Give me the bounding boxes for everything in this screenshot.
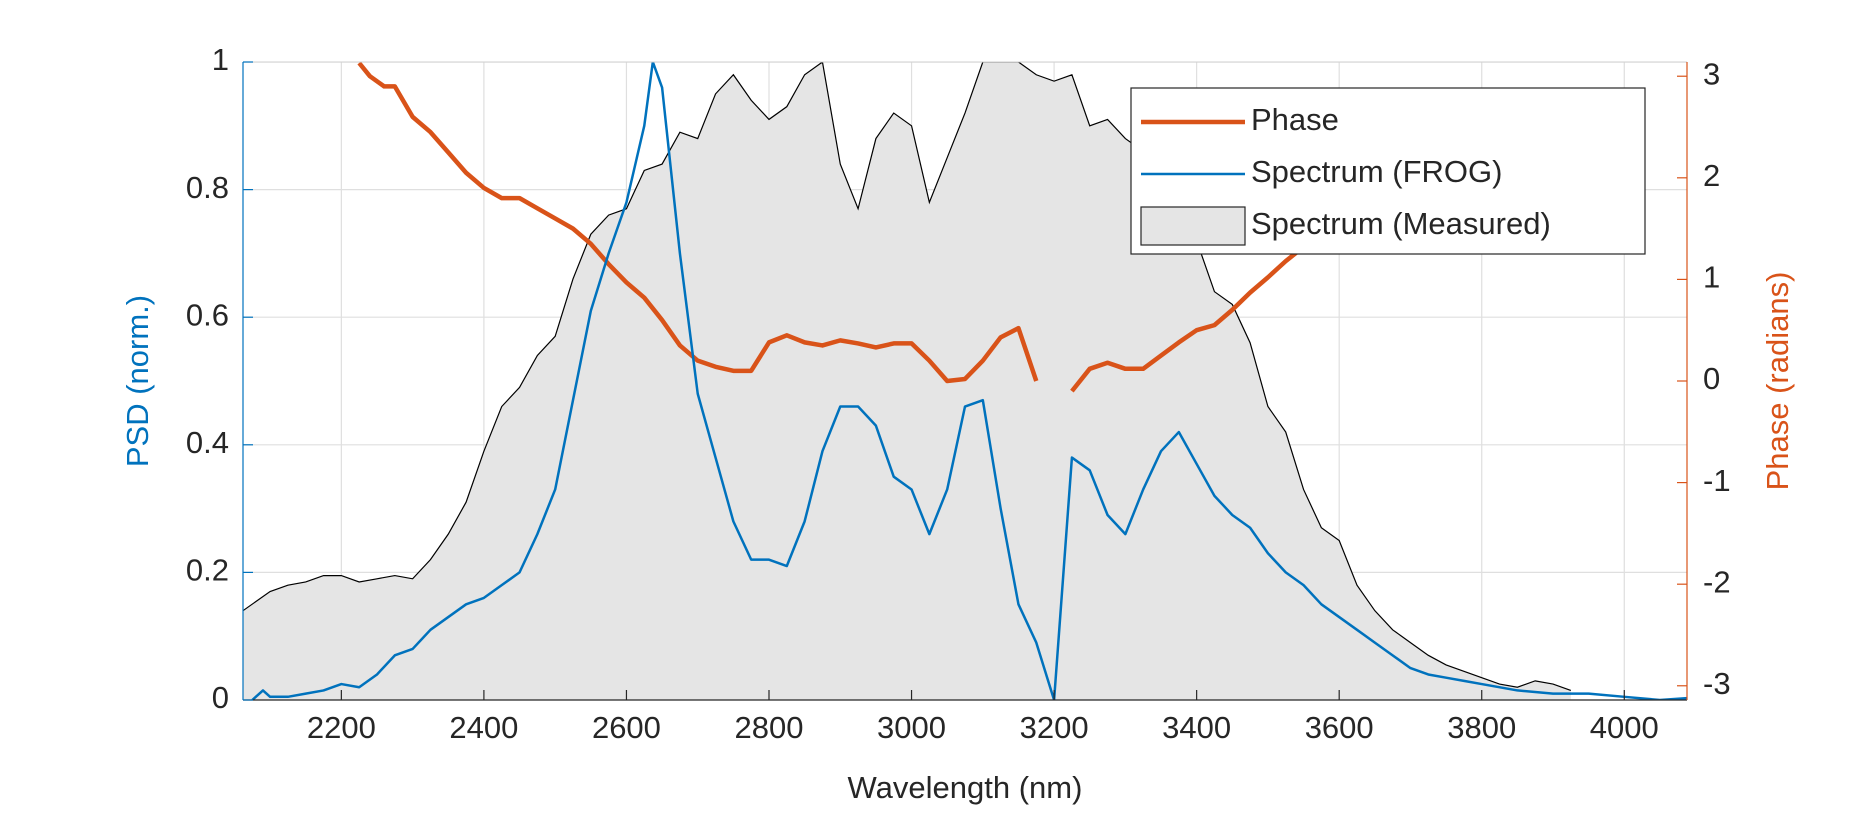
legend-swatch bbox=[1140, 206, 1246, 246]
y2-tick-label: 3 bbox=[1703, 56, 1720, 91]
series-outline bbox=[243, 62, 1572, 691]
x-axis-label: Wavelength (nm) bbox=[848, 770, 1083, 805]
x-tick-label: 2400 bbox=[449, 710, 518, 745]
y2-tick-label: -2 bbox=[1703, 564, 1731, 599]
y-tick-label: 0.8 bbox=[186, 170, 229, 205]
y-tick-label: 1 bbox=[212, 42, 229, 77]
y2-tick-label: 1 bbox=[1703, 260, 1720, 295]
x-tick-label: 3000 bbox=[877, 710, 946, 745]
series-area bbox=[243, 62, 1571, 700]
legend-label: Spectrum (FROG) bbox=[1251, 154, 1502, 189]
y-tick-label: 0.4 bbox=[186, 425, 229, 460]
y-tick-label: 0.6 bbox=[186, 297, 229, 332]
x-tick-label: 2200 bbox=[307, 710, 376, 745]
y2-tick-label: 0 bbox=[1703, 361, 1720, 396]
x-tick-label: 3600 bbox=[1305, 710, 1374, 745]
series-line bbox=[251, 62, 1687, 700]
y-tick-label: 0 bbox=[212, 680, 229, 715]
y2-tick-label: 2 bbox=[1703, 158, 1720, 193]
y-tick-label: 0.2 bbox=[186, 553, 229, 588]
x-tick-label: 3400 bbox=[1162, 710, 1231, 745]
legend-label: Phase bbox=[1251, 102, 1339, 137]
x-tick-label: 3800 bbox=[1447, 710, 1516, 745]
x-tick-label: 2800 bbox=[735, 710, 804, 745]
x-tick-label: 3200 bbox=[1020, 710, 1089, 745]
y2-tick-label: -3 bbox=[1703, 666, 1731, 701]
y-axis-label: PSD (norm.) bbox=[120, 295, 155, 467]
x-tick-label: 4000 bbox=[1590, 710, 1659, 745]
y2-tick-label: -1 bbox=[1703, 463, 1731, 498]
y2-axis-label: Phase (radians) bbox=[1760, 272, 1795, 491]
x-tick-label: 2600 bbox=[592, 710, 661, 745]
legend-label: Spectrum (Measured) bbox=[1251, 206, 1551, 241]
